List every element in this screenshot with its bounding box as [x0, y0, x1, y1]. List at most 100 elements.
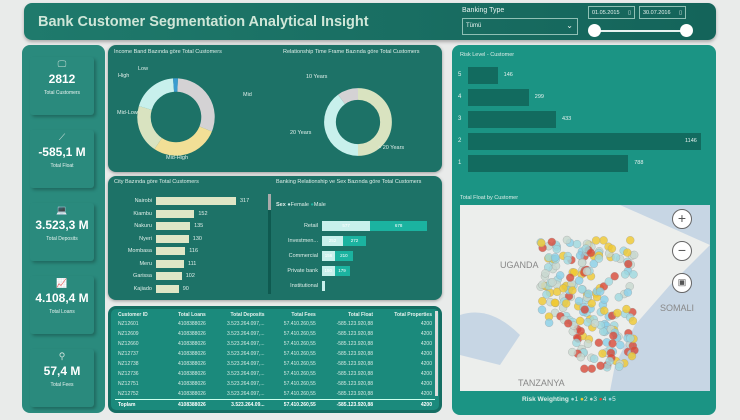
customer-point[interactable]	[577, 285, 587, 294]
customer-point[interactable]	[596, 361, 605, 370]
city-bar[interactable]	[156, 209, 195, 218]
customer-point[interactable]	[614, 293, 623, 302]
customer-point[interactable]	[544, 318, 554, 327]
male-bar[interactable]: 272	[343, 236, 366, 246]
customer-point[interactable]	[562, 235, 572, 245]
customer-point[interactable]	[624, 259, 633, 269]
customer-point[interactable]	[627, 351, 637, 361]
map-style-button[interactable]: ▣	[672, 273, 692, 293]
customer-point[interactable]	[607, 244, 617, 253]
customer-point[interactable]	[572, 338, 581, 347]
customer-point[interactable]	[605, 356, 614, 366]
scrollbar[interactable]	[268, 194, 271, 294]
customer-point[interactable]	[628, 316, 638, 326]
customer-point[interactable]	[575, 316, 585, 326]
customer-point[interactable]	[604, 277, 614, 286]
customer-point[interactable]	[538, 296, 547, 306]
customer-point[interactable]	[547, 237, 556, 247]
female-bar[interactable]: 577	[322, 221, 371, 231]
customer-point[interactable]	[562, 299, 571, 308]
customer-point[interactable]	[622, 304, 631, 314]
customer-point[interactable]	[559, 284, 568, 293]
customer-point[interactable]	[575, 276, 584, 285]
donut-slice[interactable]	[324, 94, 359, 156]
table-row[interactable]: NZ12751 4108388026 3.523.264.097,... 57.410…	[115, 379, 435, 389]
customer-point[interactable]	[587, 364, 596, 373]
customer-point[interactable]	[577, 258, 587, 268]
customer-point[interactable]	[564, 319, 573, 328]
customer-point[interactable]	[568, 347, 577, 357]
customer-point[interactable]	[537, 305, 547, 314]
customer-point[interactable]	[584, 289, 593, 298]
zoom-in-button[interactable]: +	[672, 209, 692, 229]
customer-point[interactable]	[590, 354, 599, 363]
female-bar[interactable]: 150	[322, 266, 335, 276]
customer-point[interactable]	[620, 270, 630, 279]
table-row[interactable]: NZ12609 4108388026 3.523.264.097,... 57.410…	[115, 329, 435, 339]
donut-slice[interactable]	[338, 88, 359, 105]
female-bar[interactable]	[322, 281, 325, 291]
table-row[interactable]: NZ12660 4108388026 3.523.264.097,... 57.410…	[115, 339, 435, 349]
donut-slice[interactable]	[138, 78, 175, 111]
customer-point[interactable]	[580, 364, 589, 373]
risk-bar[interactable]	[468, 89, 529, 106]
city-bar[interactable]	[156, 247, 186, 255]
table-row[interactable]: NZ12737 4108388026 3.523.264.097,... 57.410…	[115, 349, 435, 359]
city-bar[interactable]	[156, 222, 191, 230]
column-header[interactable]: Total Loans	[178, 311, 206, 318]
table-row[interactable]: NZ12752 4108388026 3.523.264.097,... 57.410…	[115, 389, 435, 399]
column-header[interactable]: Total Fees	[291, 311, 316, 318]
slider-start-handle[interactable]	[588, 24, 601, 37]
table-row[interactable]: NZ12736 4108388026 3.523.264.097,... 57.410…	[115, 369, 435, 379]
customer-point[interactable]	[626, 236, 635, 245]
customer-point[interactable]	[596, 287, 605, 296]
customer-point[interactable]	[541, 269, 550, 278]
column-header[interactable]: Total Float	[348, 311, 373, 318]
customer-point[interactable]	[576, 353, 586, 362]
risk-bar[interactable]	[468, 111, 557, 128]
city-bar[interactable]	[156, 234, 189, 243]
city-bar[interactable]	[156, 272, 182, 280]
customer-point[interactable]	[576, 326, 585, 336]
date-to-input[interactable]: 30.07.2016 ▯	[639, 6, 686, 19]
customer-point[interactable]	[614, 362, 624, 371]
map-view[interactable]: UGANDA TANZANYA SOMALI + − ▣	[460, 205, 710, 391]
customer-point[interactable]	[574, 296, 584, 306]
risk-bar[interactable]	[468, 133, 701, 150]
risk-bar[interactable]	[468, 67, 498, 84]
customer-point[interactable]	[599, 236, 608, 245]
customer-point[interactable]	[548, 278, 557, 287]
zoom-out-button[interactable]: −	[672, 241, 692, 261]
donut-slice[interactable]	[137, 106, 163, 150]
customer-point[interactable]	[591, 236, 601, 245]
customer-point[interactable]	[552, 245, 561, 254]
date-from-input[interactable]: 01.05.2015 ▯	[588, 6, 635, 19]
female-bar[interactable]: 156	[322, 251, 336, 261]
banking-type-dropdown[interactable]: Tümü ⌄	[462, 18, 578, 35]
city-bar[interactable]	[156, 197, 236, 205]
customer-point[interactable]	[583, 339, 593, 348]
donut-slice[interactable]	[357, 88, 392, 156]
customer-point[interactable]	[566, 273, 575, 282]
customer-point[interactable]	[600, 306, 609, 315]
customer-point[interactable]	[551, 253, 560, 262]
donut-slice[interactable]	[176, 78, 215, 132]
column-header[interactable]: Total Deposits	[230, 311, 265, 318]
customer-point[interactable]	[556, 271, 565, 280]
customer-point[interactable]	[623, 248, 632, 257]
customer-point[interactable]	[587, 299, 596, 308]
customer-point[interactable]	[594, 338, 603, 347]
table-row[interactable]: NZ12601 4108388026 3.523.264.097,... 57.410…	[115, 319, 435, 329]
customer-point[interactable]	[586, 248, 596, 258]
customer-point[interactable]	[589, 259, 598, 268]
customer-point[interactable]	[598, 349, 607, 358]
customer-point[interactable]	[563, 256, 572, 265]
customer-point[interactable]	[610, 272, 619, 281]
customer-point[interactable]	[583, 318, 592, 327]
customer-point[interactable]	[550, 298, 560, 307]
customer-point[interactable]	[629, 270, 638, 279]
customer-point[interactable]	[623, 288, 633, 297]
customer-point[interactable]	[594, 254, 604, 263]
male-bar[interactable]: 210	[335, 251, 353, 261]
table-scrollbar[interactable]	[435, 311, 438, 396]
